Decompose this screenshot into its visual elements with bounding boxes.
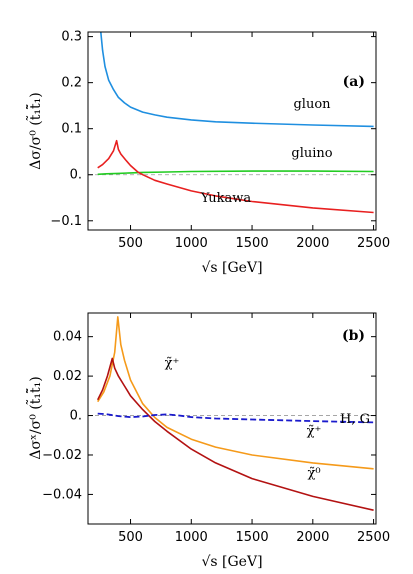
panel-b-xtick-label: 500 (118, 530, 143, 545)
panel-b-frame (87, 312, 377, 525)
annotation-chi-plus-right: χ̃⁺ (307, 424, 322, 439)
panel-a-ytick-label: 0. (70, 168, 82, 183)
panel-a-ytick-label: 0.2 (61, 76, 82, 91)
panel-b-ytick-label: 0. (70, 409, 82, 424)
panel-a-ytick-label: −0.1 (50, 214, 82, 229)
panel-a-ytick-label: 0.3 (61, 30, 82, 45)
annotation-yukawa: Yukawa (200, 191, 252, 206)
panel-a-ylabel: Δσ/σ⁰ (t̃₁t̃̄₁) (25, 92, 44, 169)
panel-a-ytick-label: 0.1 (61, 122, 82, 137)
annotation-gluino: gluino (291, 146, 332, 161)
panel-b-xtick-label: 2000 (296, 530, 329, 545)
panel-b-label: (b) (342, 328, 365, 344)
panel-a-label: (a) (343, 74, 365, 90)
panel-b-xtick-label: 1500 (236, 530, 269, 545)
panel-b: 500 1000 1500 2000 2500−0.04−0.020.0.020.04 … (25, 312, 390, 570)
panel-b-xlabel: √s [GeV] (201, 554, 262, 570)
panel-a-series-line-1 (97, 170, 374, 176)
panel-b-series-line-0 (97, 316, 374, 470)
panel-b-ytick-label: −0.04 (42, 487, 82, 502)
panel-b-ytick-label: 0.02 (53, 369, 82, 384)
panel-b-series-line-1 (96, 357, 374, 511)
panel-a: 500 1000 1500 2000 2500 −0.1 0. 0.1 0.2 0.3 (a) g… (25, 30, 390, 276)
annotation-chi-plus-top: χ̃⁺ (165, 356, 180, 371)
panel-a-xtick-label: 2000 (296, 236, 329, 251)
annotation-h-g: H, G (340, 412, 370, 427)
panel-a-series-line-0 (100, 32, 374, 128)
panel-b-xtick-label: 2500 (357, 530, 390, 545)
annotation-gluon: gluon (293, 97, 331, 112)
panel-a-series-line-2 (97, 139, 374, 214)
panel-a-xtick-label: 500 (118, 236, 143, 251)
panel-a-xtick-label: 1500 (236, 236, 269, 251)
panel-a-frame (87, 31, 377, 231)
panel-a-xlabel: √s [GeV] (201, 260, 262, 276)
panel-b-xtick-label: 1000 (175, 530, 208, 545)
annotation-chi-zero: χ̃⁰ (307, 466, 320, 481)
panel-b-series-line-2 (97, 412, 374, 424)
panel-b-ytick-label: 0.04 (53, 330, 82, 345)
panel-a-xtick-label: 1000 (175, 236, 208, 251)
panel-b-ylabel: Δσˣ/σ⁰ (t̃₁t̃̄₁) (25, 376, 44, 459)
panel-a-xtick-label: 2500 (357, 236, 390, 251)
panel-b-ytick-label: −0.02 (42, 448, 82, 463)
